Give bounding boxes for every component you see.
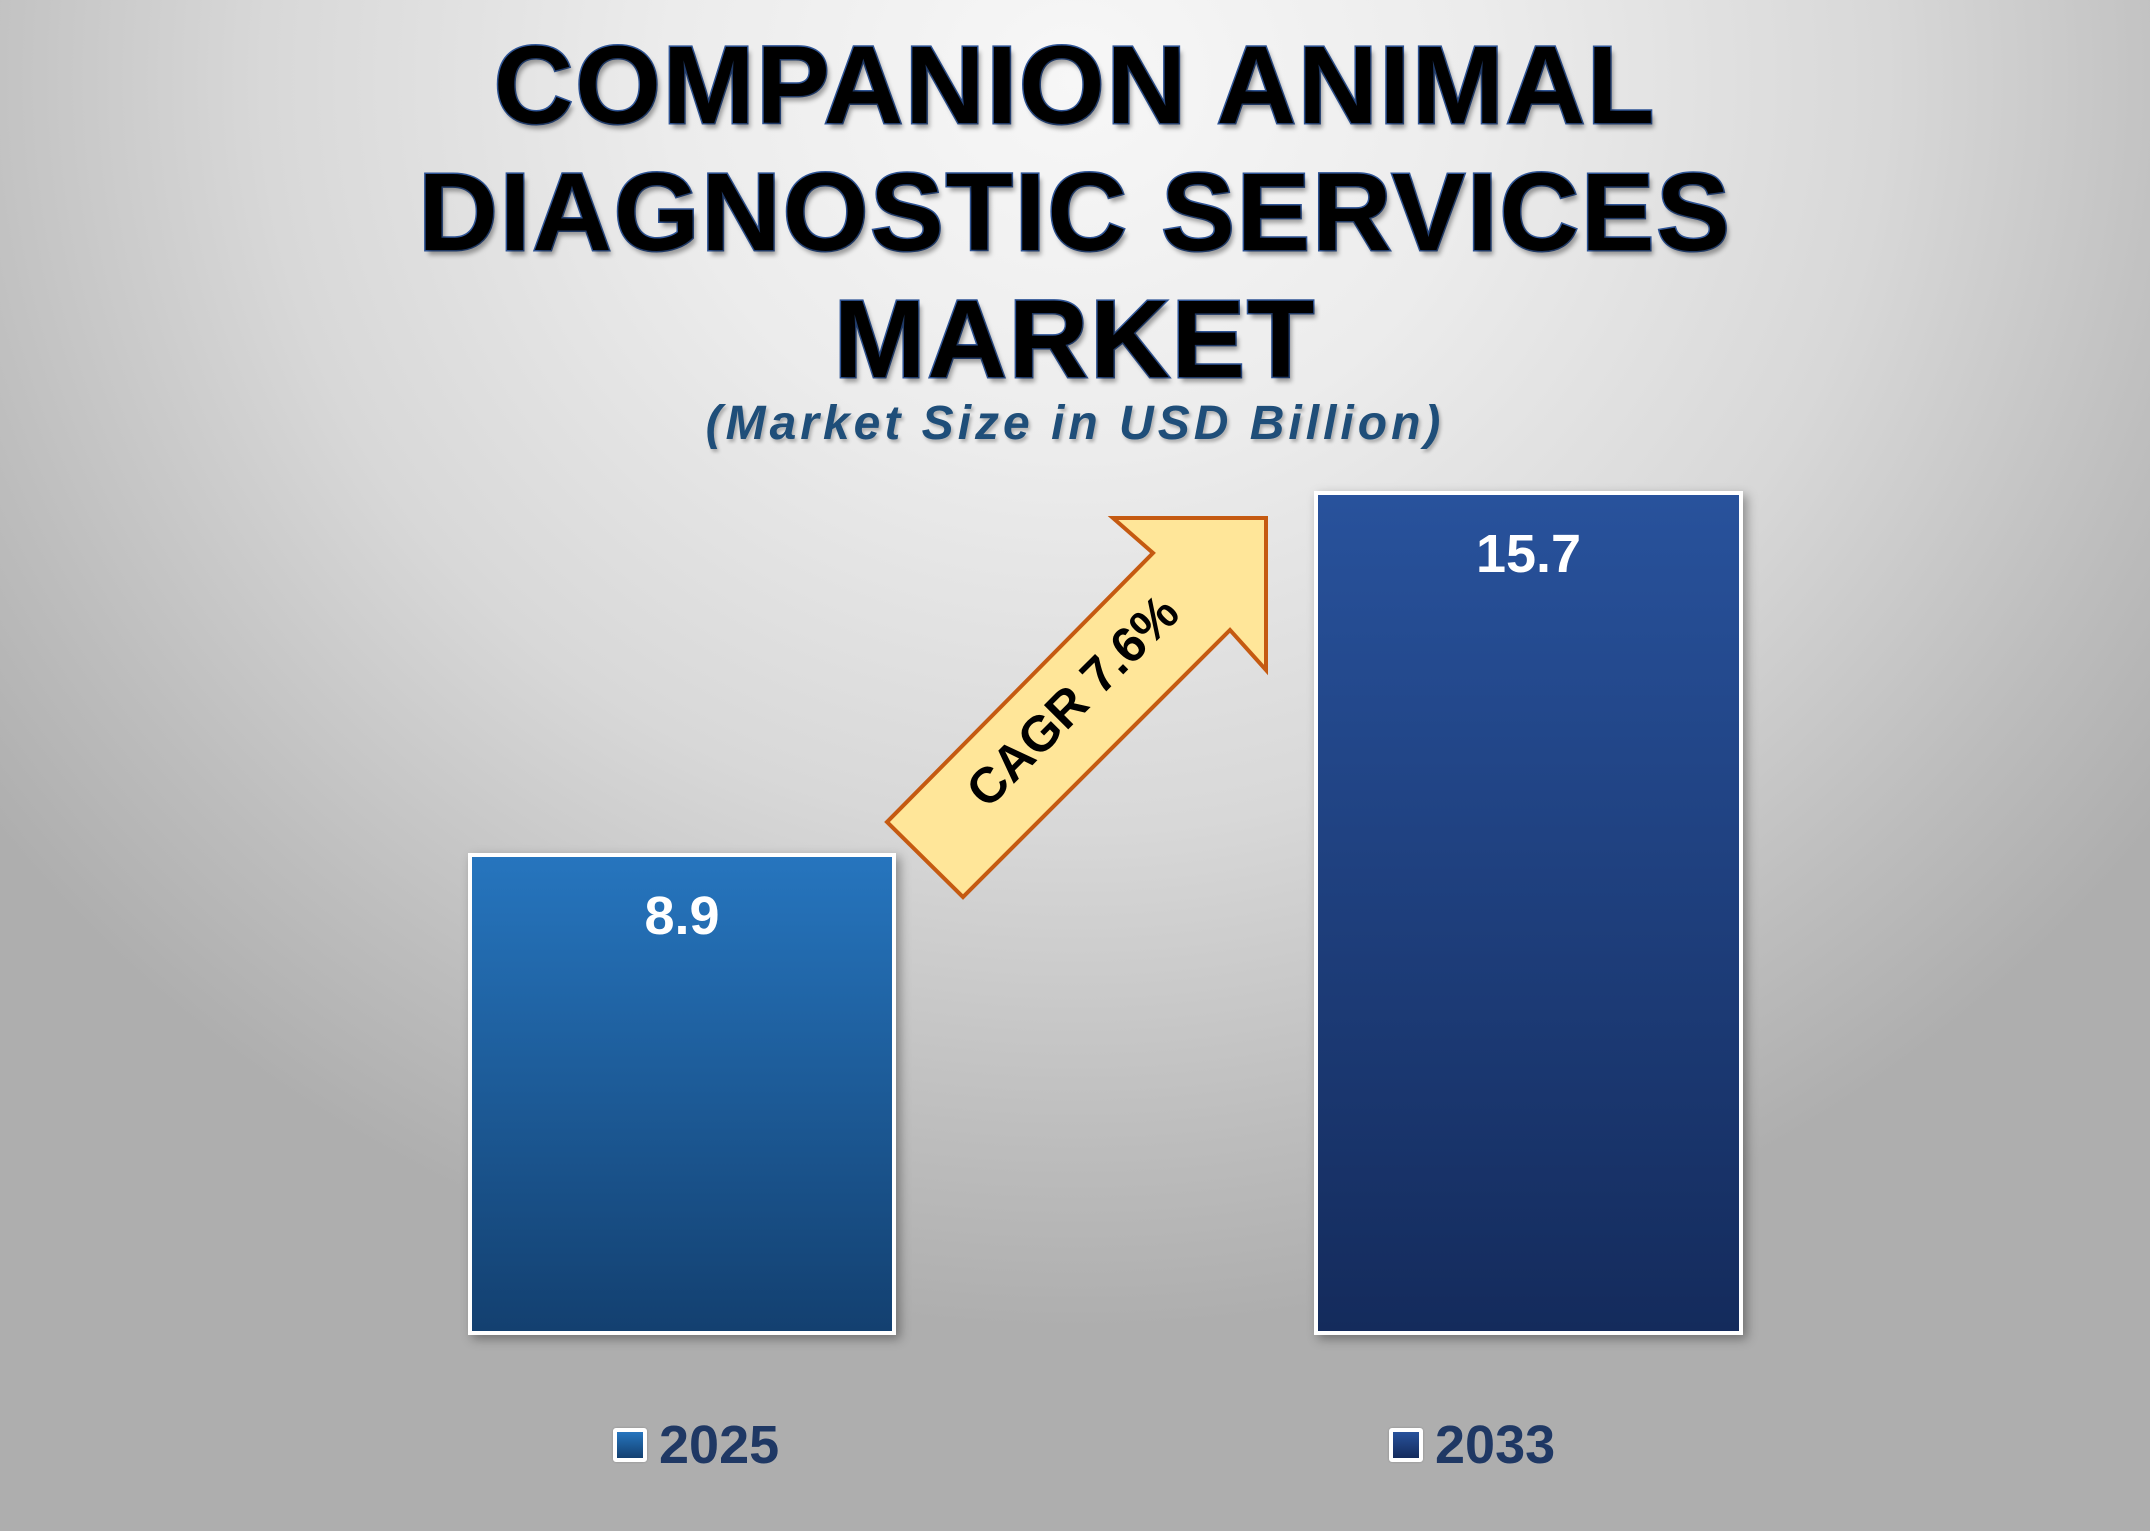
legend-item-2033: 2033 [1389, 1418, 1555, 1472]
bar-2025-value-label: 8.9 [644, 886, 720, 946]
legend-label-2025: 2025 [659, 1415, 780, 1475]
title-line-3: MARKET [832, 277, 1317, 403]
bar-2025: 8.9 [468, 853, 896, 1335]
legend-item-2025: 2025 [613, 1418, 779, 1472]
bar-2033-value-label: 15.7 [1475, 524, 1582, 584]
legend-label-2033: 2033 [1435, 1415, 1556, 1475]
chart-subtitle: (Market Size in USD Billion) [705, 397, 1445, 450]
title-line-1: COMPANION ANIMAL [492, 23, 1657, 149]
legend-swatch-2025 [613, 1428, 647, 1462]
legend-swatch-2033 [1389, 1428, 1423, 1462]
title-line-2: DIAGNOSTIC SERVICES [417, 150, 1732, 276]
chart-title: COMPANION ANIMAL DIAGNOSTIC SERVICES MAR… [0, 22, 2150, 403]
bar-2033: 15.7 [1314, 491, 1743, 1335]
